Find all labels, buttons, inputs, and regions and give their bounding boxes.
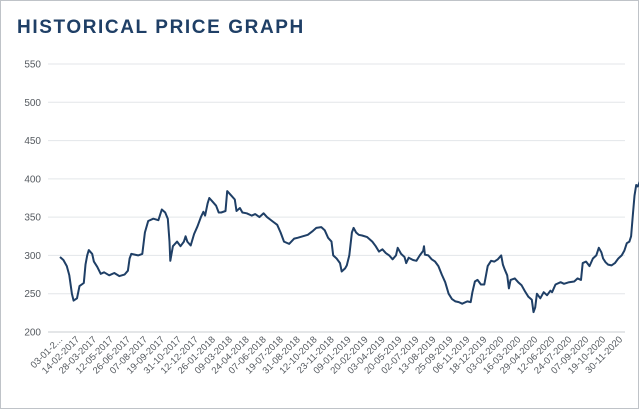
y-tick-label: 200 [24,328,41,339]
y-tick-label: 400 [24,174,41,185]
y-tick-label: 300 [24,251,41,262]
y-tick-label: 450 [24,136,41,147]
price-series-line [59,181,639,314]
y-tick-label: 250 [24,289,41,300]
y-tick-label: 500 [24,98,41,109]
chart-title: HISTORICAL PRICE GRAPH [17,17,305,38]
y-tick-label: 350 [24,213,41,224]
y-tick-label: 550 [24,60,41,71]
